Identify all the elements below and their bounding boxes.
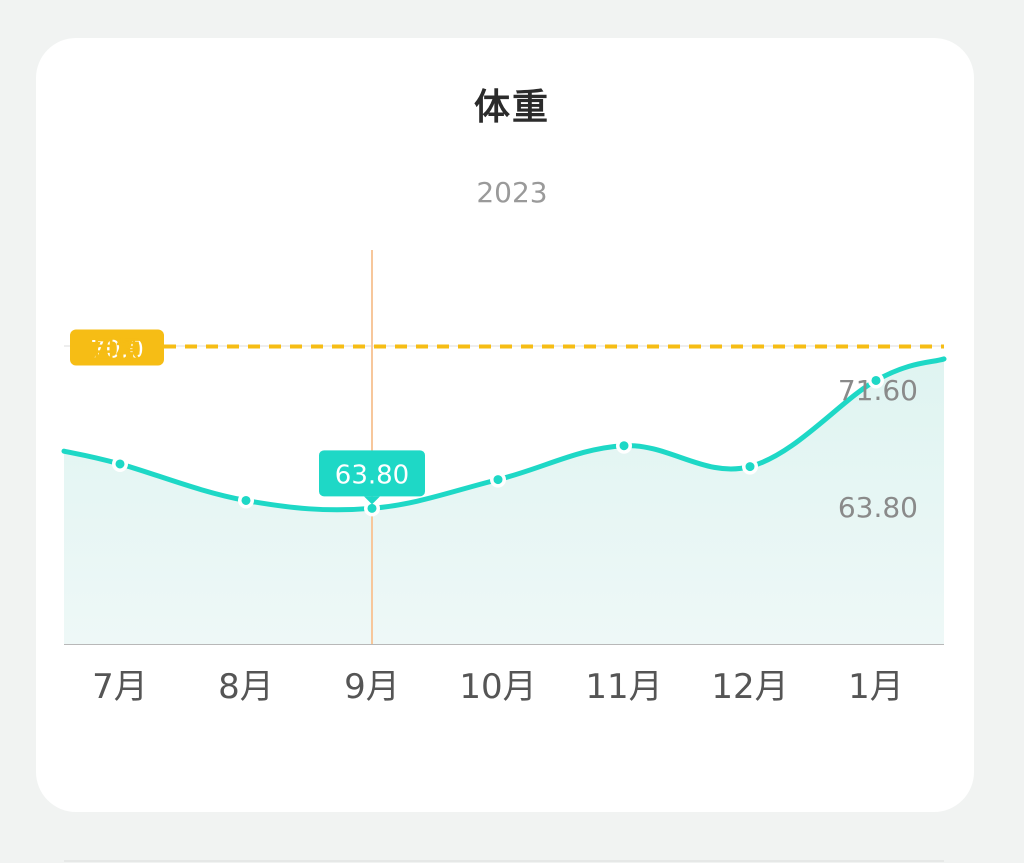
x-tick-label: 9月 [344,667,400,707]
goal-label: 目標 [92,336,140,364]
year-label: 2023 [476,176,548,209]
data-point[interactable] [616,438,632,454]
y-min-label: 63.80 [838,491,918,524]
data-point[interactable] [868,372,884,388]
x-tick-label: 1月 [848,667,904,707]
goal-value-label: 70.0 [90,336,143,364]
selected-value-tooltip [319,450,425,497]
data-point[interactable] [490,472,506,488]
x-tick-label: 12月 [711,667,788,707]
tooltip-pointer [364,496,380,505]
area-fill [64,358,944,644]
bottom-divider [64,860,944,862]
x-tick-label: 10月 [459,667,536,707]
chart-title: 体重 [473,87,550,128]
goal-value-badge [70,329,164,366]
y-max-label: 71.60 [838,374,918,407]
data-point[interactable] [112,456,128,472]
x-tick-label: 8月 [218,667,274,707]
x-tick-label: 11月 [585,667,662,707]
data-point[interactable] [742,459,758,475]
tooltip-value-label: 63.80 [335,460,409,490]
data-point[interactable] [238,492,254,508]
x-tick-label: 7月 [92,667,148,707]
